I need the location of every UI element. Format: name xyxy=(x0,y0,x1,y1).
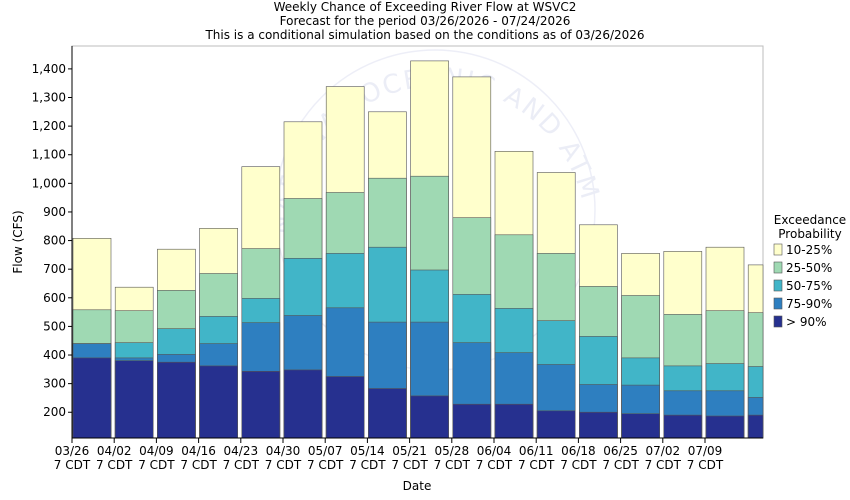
bar-90-03-26 xyxy=(72,357,112,439)
bar-90-05-14 xyxy=(368,388,407,439)
x-tick-label-tz: 7 CDT xyxy=(645,458,682,472)
y-tick-label: 1,300 xyxy=(32,91,66,105)
legend-label: 25-50% xyxy=(786,261,832,275)
x-tick-label-tz: 7 CDT xyxy=(54,458,91,472)
bar-90-07-02 xyxy=(663,414,703,439)
bar-90-06-11 xyxy=(536,410,576,439)
x-tick-label-date: 05/07 xyxy=(308,444,343,458)
x-axis-title: Date xyxy=(403,479,432,493)
bar-90-07-16 xyxy=(747,414,764,439)
legend-swatch xyxy=(773,279,783,292)
y-tick-label: 300 xyxy=(43,377,66,391)
legend-title-line2: Probability xyxy=(778,227,841,241)
x-tick-label-date: 06/11 xyxy=(519,444,554,458)
x-tick-label-tz: 7 CDT xyxy=(434,458,471,472)
legend-label: 10-25% xyxy=(786,243,832,257)
x-tick-label-tz: 7 CDT xyxy=(349,458,386,472)
x-tick-label-date: 03/26 xyxy=(55,444,90,458)
x-tick-label-date: 05/14 xyxy=(350,444,385,458)
y-tick-label: 700 xyxy=(43,262,66,276)
bar-90-04-16 xyxy=(199,365,238,439)
bar-90-06-25 xyxy=(621,413,660,439)
bar-90-05-07 xyxy=(325,376,365,439)
bar-90-04-02 xyxy=(114,360,154,439)
bar-90-04-23 xyxy=(241,370,281,439)
y-tick-label: 1,400 xyxy=(32,62,66,76)
x-tick-label-date: 04/23 xyxy=(224,444,259,458)
bars-group xyxy=(72,60,764,439)
y-tick-label: 1,100 xyxy=(32,148,66,162)
chart-subtitle-2: This is a conditional simulation based o… xyxy=(204,28,644,42)
legend-label: 50-75% xyxy=(786,279,832,293)
bar-90-05-21 xyxy=(410,395,449,439)
y-tick-label: 1,000 xyxy=(32,176,66,190)
bar-90-04-09 xyxy=(157,361,196,439)
bar-90-07-09 xyxy=(705,415,745,439)
bar-90-06-04 xyxy=(494,403,534,439)
y-tick-label: 400 xyxy=(43,348,66,362)
x-tick-label-date: 07/09 xyxy=(688,444,723,458)
x-tick-label-tz: 7 CDT xyxy=(391,458,428,472)
legend-swatch xyxy=(773,261,783,274)
legend-label: 75-90% xyxy=(786,297,832,311)
x-tick-label-date: 06/18 xyxy=(561,444,596,458)
x-tick-label-tz: 7 CDT xyxy=(265,458,302,472)
x-tick-label-tz: 7 CDT xyxy=(307,458,344,472)
bar-90-04-30 xyxy=(283,369,323,439)
x-tick-label-date: 04/02 xyxy=(97,444,132,458)
bar-90-06-18 xyxy=(579,411,618,439)
legend-swatch xyxy=(773,297,783,310)
x-tick-label-tz: 7 CDT xyxy=(518,458,555,472)
x-tick-label-date: 04/09 xyxy=(139,444,174,458)
x-tick-label-date: 04/30 xyxy=(266,444,301,458)
y-axis-title: Flow (CFS) xyxy=(11,210,25,273)
legend-swatch xyxy=(773,315,783,328)
x-tick-label-tz: 7 CDT xyxy=(138,458,175,472)
x-tick-label-date: 05/21 xyxy=(392,444,427,458)
y-tick-label: 500 xyxy=(43,319,66,333)
x-tick-label-tz: 7 CDT xyxy=(476,458,513,472)
x-tick-label-tz: 7 CDT xyxy=(180,458,217,472)
legend: Exceedance Probability 10-25% 25-50% 50-75… xyxy=(773,213,846,329)
x-tick-label-date: 05/28 xyxy=(435,444,470,458)
x-tick-label-tz: 7 CDT xyxy=(96,458,133,472)
legend-swatch xyxy=(773,243,783,256)
x-tick-label-date: 06/04 xyxy=(477,444,512,458)
y-axis: 200 300 400 500 600 700 800 900 1,000 1,100 1,200 1… xyxy=(32,46,73,438)
x-tick-label-tz: 7 CDT xyxy=(223,458,260,472)
x-tick-label-tz: 7 CDT xyxy=(602,458,639,472)
legend-label: > 90% xyxy=(786,315,827,329)
chart-title: Weekly Chance of Exceeding River Flow at… xyxy=(274,0,577,14)
y-tick-label: 200 xyxy=(43,405,66,419)
x-tick-label-date: 07/02 xyxy=(646,444,681,458)
x-tick-label-tz: 7 CDT xyxy=(560,458,597,472)
chart-subtitle: Forecast for the period 03/26/2026 - 07/… xyxy=(280,14,571,28)
y-tick-label: 900 xyxy=(43,205,66,219)
legend-title-line1: Exceedance xyxy=(774,213,846,227)
y-tick-label: 800 xyxy=(43,234,66,248)
bar-90-05-28 xyxy=(452,403,492,439)
x-tick-label-tz: 7 CDT xyxy=(687,458,724,472)
y-tick-label: 1,200 xyxy=(32,119,66,133)
x-tick-label-date: 06/25 xyxy=(603,444,638,458)
y-tick-label: 600 xyxy=(43,291,66,305)
x-tick-label-date: 04/16 xyxy=(181,444,216,458)
